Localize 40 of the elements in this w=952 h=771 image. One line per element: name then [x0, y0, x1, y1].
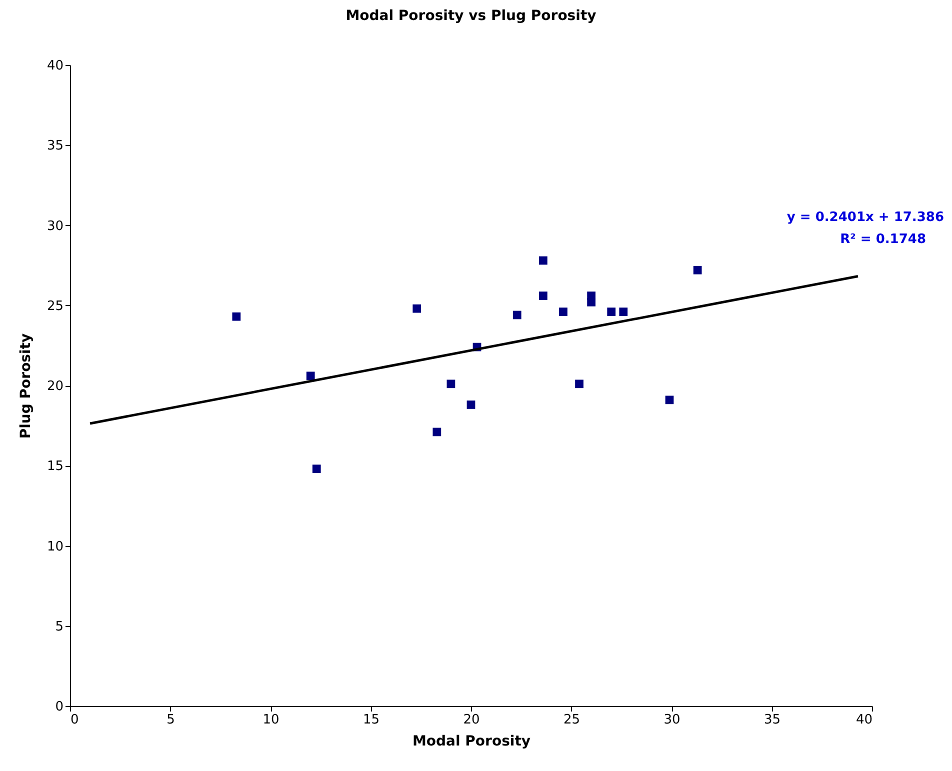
point	[575, 380, 584, 388]
x-tick-label: 0	[70, 712, 79, 728]
point	[538, 256, 548, 265]
y-tick-label: 30	[46, 218, 64, 234]
point	[232, 312, 241, 321]
point	[559, 308, 568, 316]
y-tick-label: 35	[46, 138, 64, 154]
point	[512, 310, 522, 320]
point	[466, 400, 476, 409]
point	[312, 464, 321, 474]
y-tick-label: 10	[46, 539, 64, 554]
point	[693, 266, 702, 274]
x-tick-label: 10	[262, 712, 280, 728]
point	[538, 292, 548, 300]
x-tick-label: 20	[463, 712, 480, 728]
x-tick-label: 25	[563, 712, 580, 728]
x-tick-label: 40	[856, 712, 872, 728]
point	[607, 308, 616, 316]
annotation: y = 0.2401x + 17.386	[786, 210, 944, 225]
y-tick-label: 5	[55, 619, 64, 634]
point	[665, 396, 674, 404]
y-tick-label: 20	[46, 379, 64, 394]
x-axis-title: Modal Porosity	[412, 734, 531, 750]
x-tick-label: 30	[664, 712, 680, 728]
y-tick-label: 0	[55, 700, 64, 714]
annotation: R² = 0.1748	[840, 232, 926, 247]
y-tick-label: 40	[46, 58, 64, 74]
x-tick-label: 15	[362, 712, 380, 728]
y-axis-title: Plug Porosity	[18, 333, 34, 439]
point	[412, 304, 422, 313]
point	[432, 428, 442, 436]
x-tick-label: 35	[764, 712, 781, 728]
y-tick-label: 25	[46, 298, 64, 314]
point	[306, 372, 315, 380]
point	[619, 308, 628, 316]
point	[587, 298, 596, 306]
point	[446, 380, 456, 388]
x-tick-label: 5	[166, 712, 175, 728]
y-tick-label: 15	[46, 459, 64, 474]
chart-title: Modal Porosity vs Plug Porosity	[346, 8, 596, 24]
